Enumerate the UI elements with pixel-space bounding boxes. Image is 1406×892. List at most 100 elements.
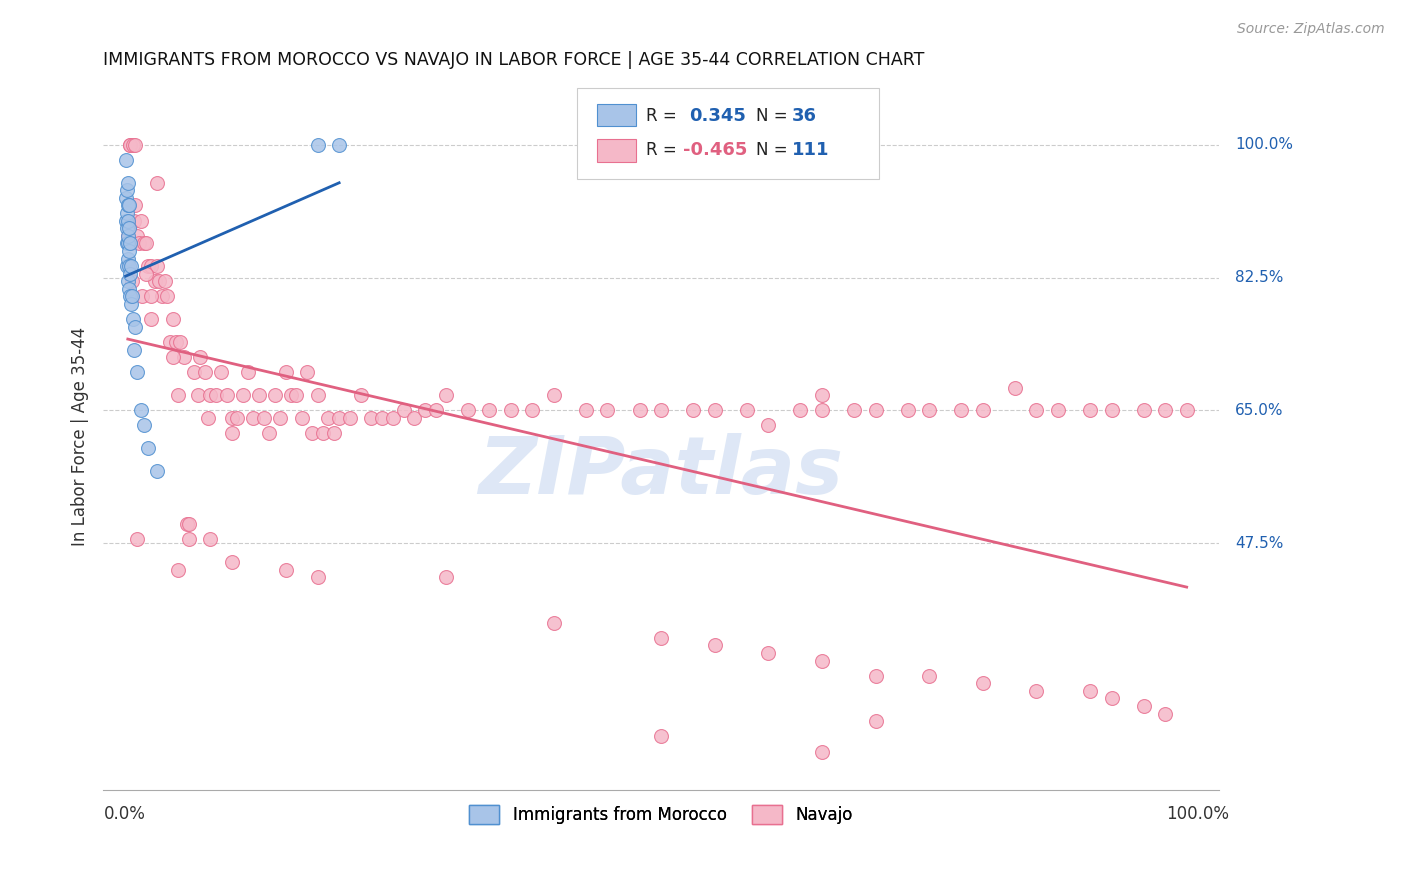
Point	[236, 365, 259, 379]
Point	[404, 410, 426, 425]
Point	[118, 137, 141, 152]
Point	[349, 388, 371, 402]
Text: 65.0%: 65.0%	[1234, 403, 1284, 417]
Point	[756, 646, 779, 660]
Y-axis label: In Labor Force | Age 35-44: In Labor Force | Age 35-44	[72, 327, 89, 547]
Point	[118, 198, 141, 212]
Point	[436, 570, 458, 584]
Point	[263, 388, 285, 402]
Point	[221, 555, 243, 569]
Point	[1078, 403, 1101, 417]
FancyBboxPatch shape	[578, 87, 879, 179]
Point	[1025, 684, 1047, 698]
Point	[135, 267, 157, 281]
Point	[183, 365, 205, 379]
Point	[457, 403, 479, 417]
Point	[143, 274, 166, 288]
Point	[114, 213, 136, 227]
Point	[120, 297, 142, 311]
Point	[118, 137, 141, 152]
Point	[165, 334, 187, 349]
Point	[318, 410, 340, 425]
Point	[121, 289, 143, 303]
Point	[159, 334, 181, 349]
Point	[115, 206, 138, 220]
Point	[169, 334, 191, 349]
Point	[682, 403, 704, 417]
Point	[628, 403, 651, 417]
Point	[118, 236, 141, 251]
Point	[478, 403, 501, 417]
Point	[117, 236, 139, 251]
Point	[127, 228, 149, 243]
Point	[650, 631, 672, 645]
Point	[115, 236, 138, 251]
Point	[897, 403, 920, 417]
Point	[1132, 403, 1154, 417]
Point	[127, 532, 149, 546]
Point	[114, 191, 136, 205]
Point	[117, 198, 139, 212]
Point	[425, 403, 447, 417]
Point	[543, 388, 565, 402]
Point	[232, 388, 254, 402]
Point	[114, 153, 136, 167]
Point	[735, 403, 758, 417]
Point	[242, 410, 264, 425]
Point	[285, 388, 308, 402]
Point	[1025, 403, 1047, 417]
Point	[972, 676, 994, 690]
Point	[120, 259, 142, 273]
Point	[117, 228, 139, 243]
Point	[301, 425, 323, 440]
Point	[703, 403, 725, 417]
Point	[280, 388, 302, 402]
Point	[128, 236, 150, 251]
Point	[972, 403, 994, 417]
Point	[117, 252, 139, 266]
Point	[146, 259, 169, 273]
Point	[204, 388, 226, 402]
Point	[756, 418, 779, 433]
Point	[918, 669, 941, 683]
Point	[789, 403, 811, 417]
Point	[129, 403, 152, 417]
Point	[124, 319, 146, 334]
Point	[135, 236, 157, 251]
Point	[115, 183, 138, 197]
Point	[132, 418, 155, 433]
Text: -0.465: -0.465	[683, 142, 748, 160]
Point	[117, 213, 139, 227]
Point	[392, 403, 415, 417]
Point	[253, 410, 276, 425]
FancyBboxPatch shape	[598, 103, 637, 127]
Point	[173, 350, 195, 364]
Point	[436, 388, 458, 402]
Point	[811, 403, 834, 417]
Point	[127, 365, 149, 379]
Point	[259, 425, 281, 440]
Point	[118, 221, 141, 235]
Point	[499, 403, 522, 417]
Point	[322, 425, 344, 440]
Text: Source: ZipAtlas.com: Source: ZipAtlas.com	[1237, 22, 1385, 37]
Text: 47.5%: 47.5%	[1234, 535, 1284, 550]
Point	[360, 410, 382, 425]
Point	[918, 403, 941, 417]
FancyBboxPatch shape	[598, 139, 637, 161]
Point	[197, 410, 219, 425]
Point	[141, 259, 163, 273]
Point	[124, 137, 146, 152]
Point	[118, 289, 141, 303]
Text: R =: R =	[647, 142, 682, 160]
Point	[118, 259, 141, 273]
Point	[117, 176, 139, 190]
Point	[312, 425, 335, 440]
Point	[1132, 699, 1154, 714]
Text: ZIPatlas: ZIPatlas	[478, 434, 844, 511]
Point	[131, 289, 153, 303]
Point	[1078, 684, 1101, 698]
Text: 36: 36	[792, 107, 817, 125]
Legend: Immigrants from Morocco, Navajo: Immigrants from Morocco, Navajo	[463, 798, 859, 830]
Point	[124, 198, 146, 212]
